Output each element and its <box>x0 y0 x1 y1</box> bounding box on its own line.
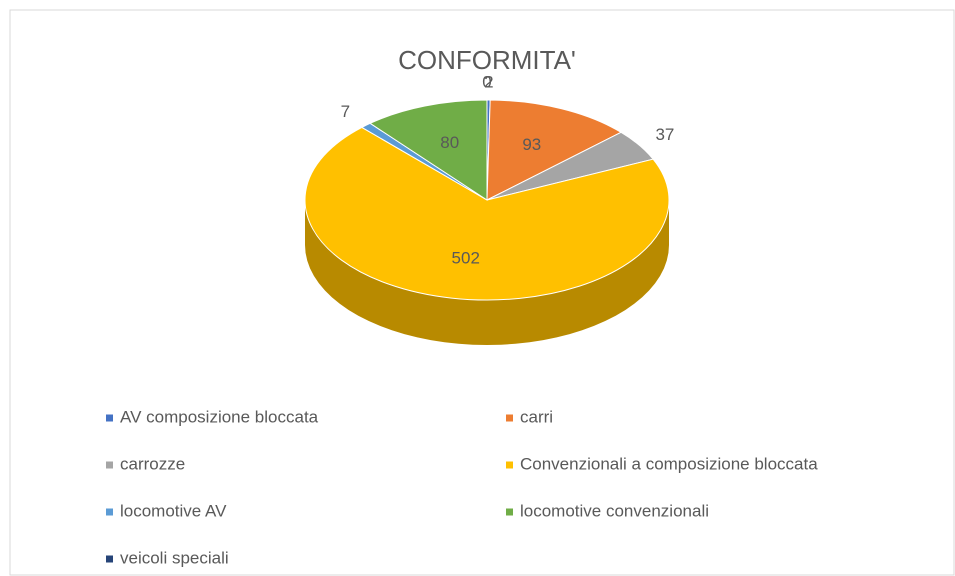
data-label: 80 <box>440 133 459 152</box>
legend-swatch <box>506 461 513 469</box>
legend-label: locomotive AV <box>120 501 227 520</box>
slice <box>486 99 623 201</box>
chart-title: CONFORMITA' <box>398 45 576 75</box>
legend-label: veicoli speciali <box>120 548 229 567</box>
legend-label: carrozze <box>120 454 185 473</box>
data-label: 2 <box>484 72 493 91</box>
legend-swatch <box>106 414 113 422</box>
data-label: 93 <box>522 135 541 154</box>
legend-label: carri <box>520 407 553 426</box>
data-label: 502 <box>452 248 480 267</box>
slice <box>304 126 670 301</box>
legend-label: locomotive convenzionali <box>520 501 709 520</box>
legend-swatch <box>506 414 513 422</box>
legend-swatch <box>106 461 113 469</box>
data-label: 7 <box>341 102 350 121</box>
slice <box>369 99 488 201</box>
data-label: 0 <box>482 72 491 91</box>
legend-swatch <box>106 555 113 563</box>
legend-swatch <box>506 508 513 516</box>
legend-swatch <box>106 508 113 516</box>
legend-label: Convenzionali a composizione bloccata <box>520 454 818 473</box>
slice-side <box>305 200 669 345</box>
data-label: 37 <box>655 125 674 144</box>
legend-label: AV composizione bloccata <box>120 407 319 426</box>
